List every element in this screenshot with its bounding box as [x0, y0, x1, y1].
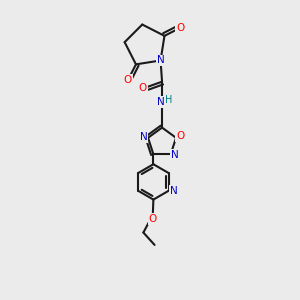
Text: O: O [176, 23, 184, 33]
Text: N: N [170, 186, 178, 196]
Text: N: N [171, 150, 179, 160]
Text: N: N [157, 97, 165, 107]
Text: O: O [149, 214, 157, 224]
Text: H: H [165, 95, 172, 105]
Text: N: N [157, 56, 165, 65]
Text: O: O [139, 83, 147, 93]
Text: N: N [140, 132, 148, 142]
Text: O: O [176, 131, 184, 141]
Text: O: O [124, 75, 132, 85]
